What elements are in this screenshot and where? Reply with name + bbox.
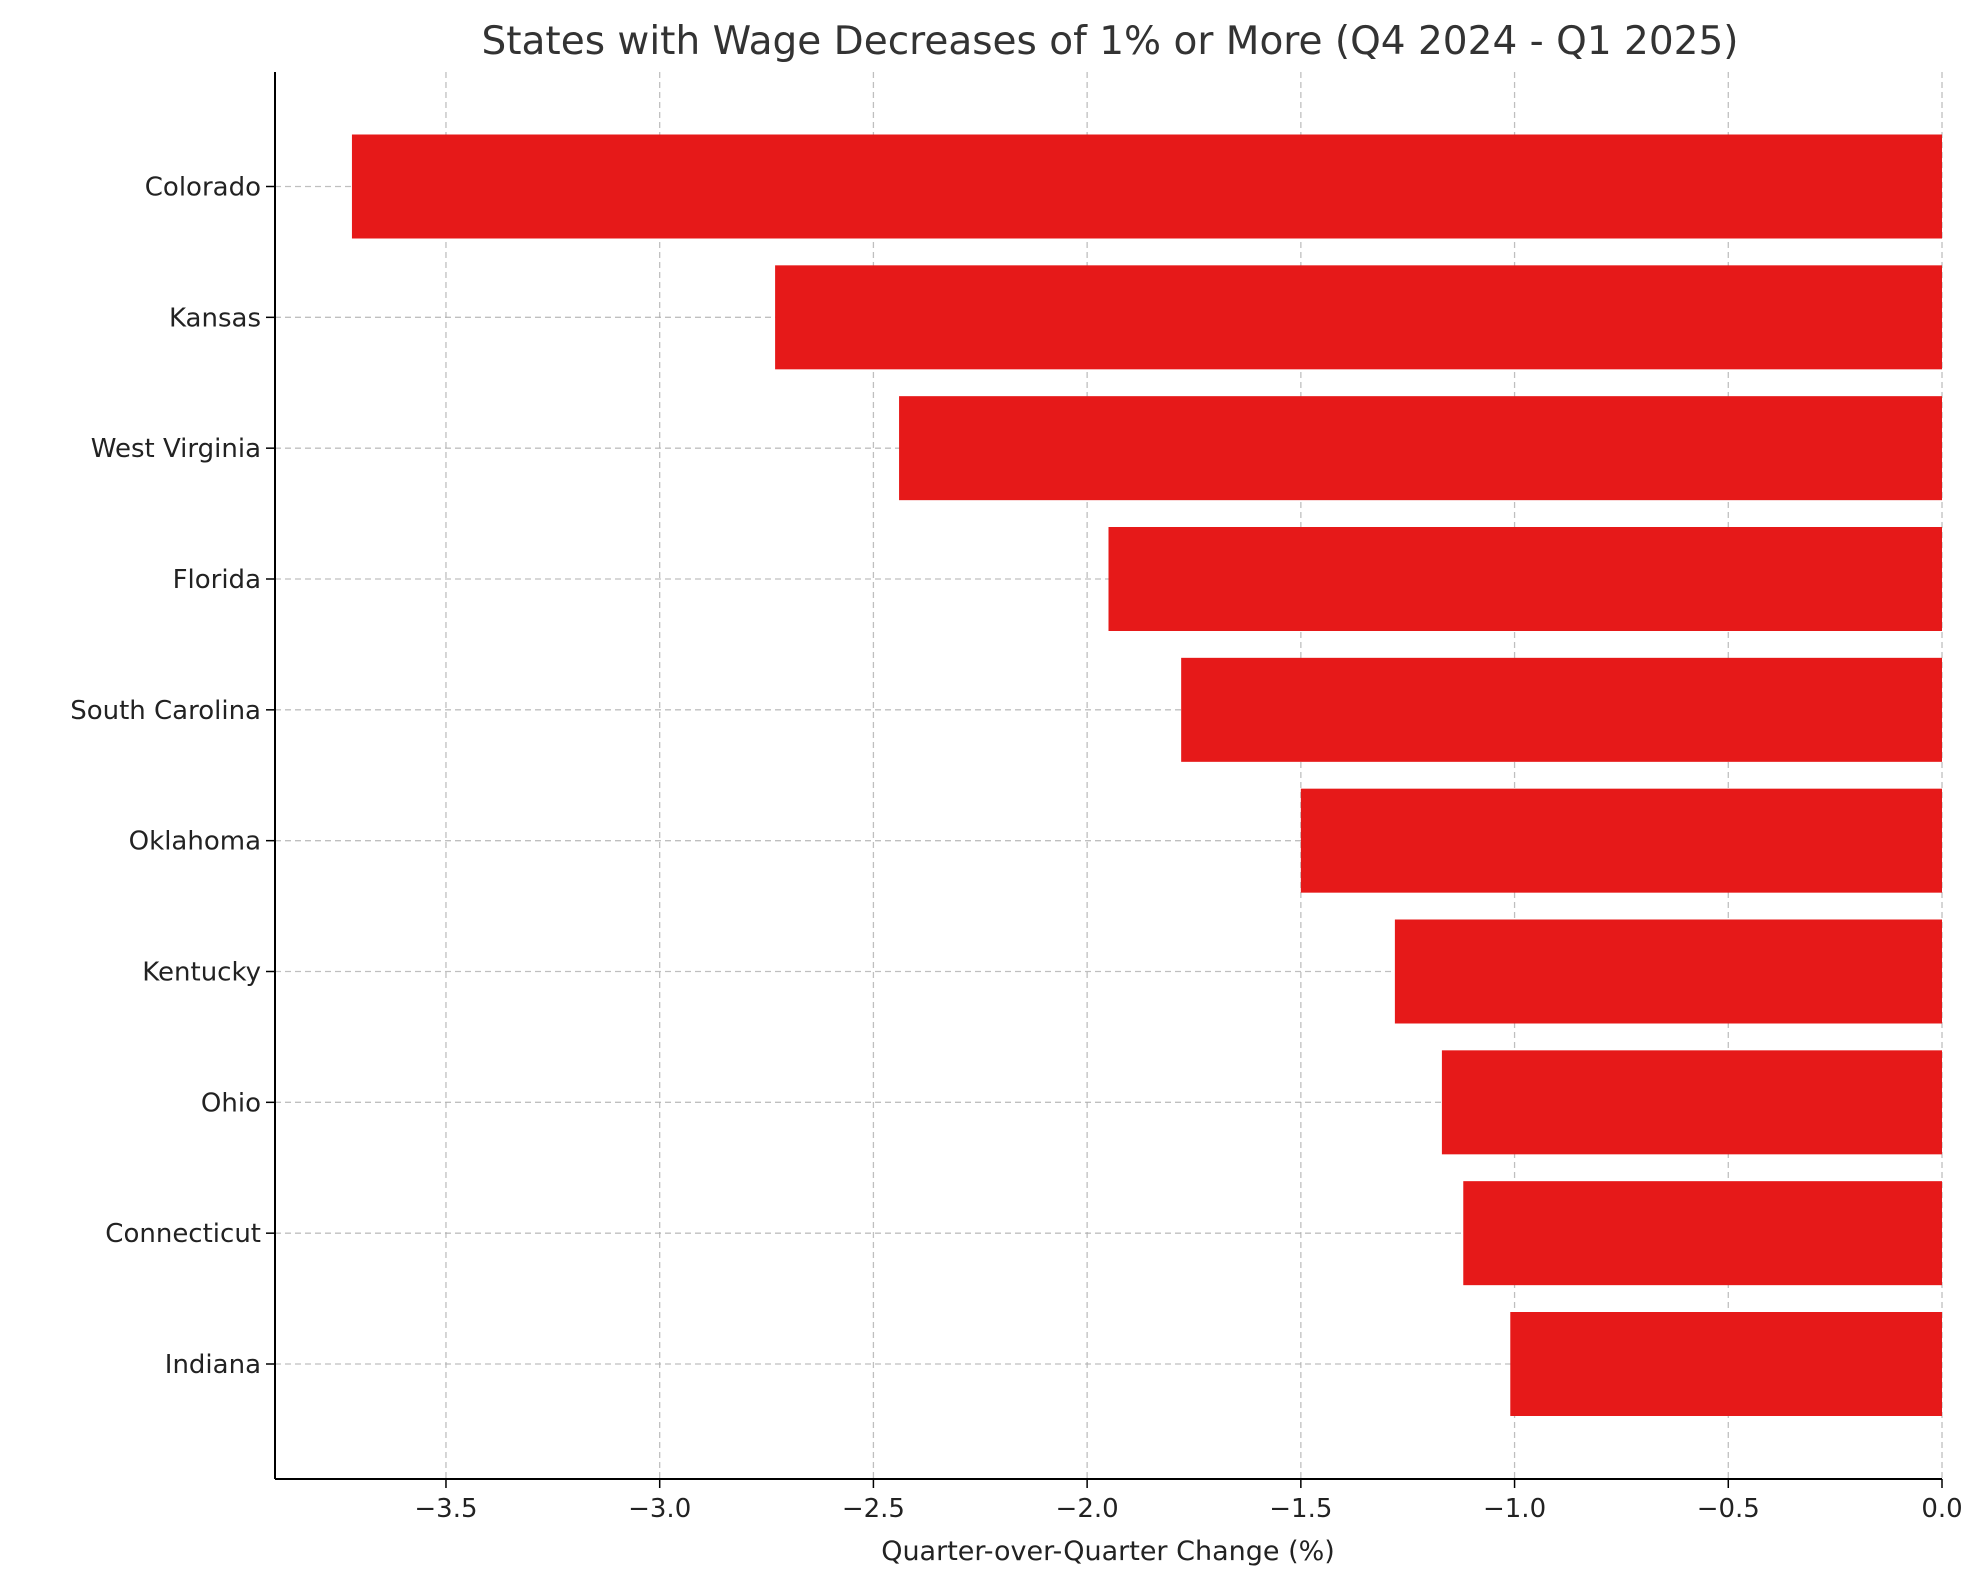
bar-kansas <box>775 265 1942 370</box>
y-tick-label: Kansas <box>169 303 261 333</box>
bar-colorado <box>351 134 1942 239</box>
y-tick-label: West Virginia <box>91 434 261 464</box>
x-tick-label: −1.0 <box>1483 1494 1546 1524</box>
bar-florida <box>1108 527 1942 631</box>
bar-connecticut <box>1463 1181 1942 1286</box>
y-tick-label: Florida <box>173 565 261 595</box>
chart-title: States with Wage Decreases of 1% or More… <box>481 19 1738 64</box>
y-tick-label: Oklahoma <box>129 827 261 857</box>
bar-west-virginia <box>899 396 1942 501</box>
x-tick-label: 0.0 <box>1921 1494 1962 1524</box>
x-tick-label: −0.5 <box>1697 1494 1760 1524</box>
bar-ohio <box>1441 1050 1942 1155</box>
bar-indiana <box>1510 1312 1942 1416</box>
y-tick-label: Connecticut <box>105 1219 261 1249</box>
bar-oklahoma <box>1300 788 1942 893</box>
x-tick-label: −1.5 <box>1269 1494 1332 1524</box>
x-axis-label: Quarter-over-Quarter Change (%) <box>881 1536 1335 1567</box>
y-tick-label: Ohio <box>201 1088 261 1118</box>
y-tick-label: Kentucky <box>142 958 261 988</box>
x-tick-label: −3.0 <box>628 1494 691 1524</box>
bar-kentucky <box>1394 919 1942 1024</box>
y-tick-label: South Carolina <box>70 696 261 726</box>
y-tick-label: Indiana <box>165 1350 261 1380</box>
x-tick-label: −2.0 <box>1056 1494 1119 1524</box>
x-tick-label: −3.5 <box>414 1494 477 1524</box>
y-tick-label: Colorado <box>145 173 261 203</box>
bar-south-carolina <box>1181 657 1942 762</box>
x-tick-label: −2.5 <box>842 1494 905 1524</box>
